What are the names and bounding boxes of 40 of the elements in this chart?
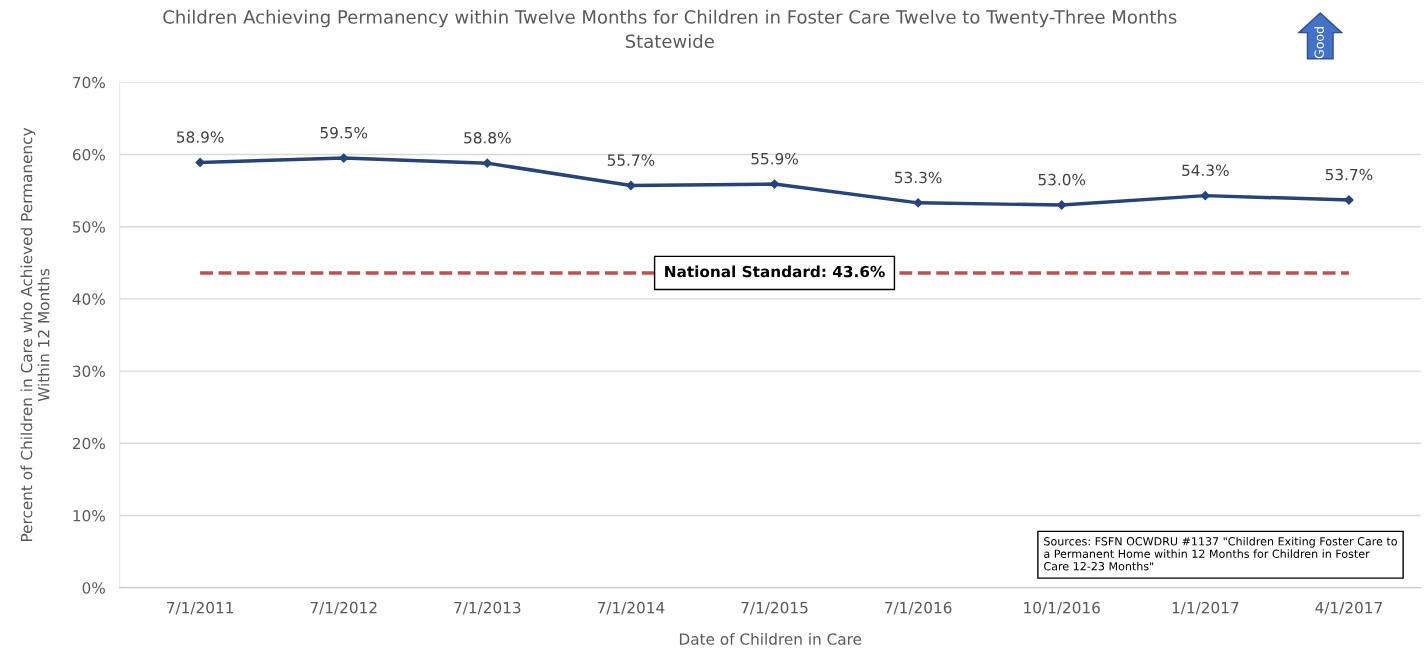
x-tick-label: 1/1/2017 — [1172, 601, 1239, 615]
chart-title: Children Achieving Permanency within Twelve Months for Children in Foster Care Twelve to Twenty-Three Months Statewide — [163, 9, 1177, 49]
x-tick-label: 4/1/2017 — [1315, 601, 1382, 615]
data-label: 58.8% — [464, 131, 511, 144]
x-tick-label: 7/1/2013 — [454, 601, 521, 615]
y-tick-label: 20% — [72, 437, 105, 450]
x-tick-label: 7/1/2011 — [167, 601, 234, 615]
point — [913, 198, 923, 208]
y-tick-label: 10% — [73, 509, 105, 522]
x-axis-title: Date of Children in Care — [679, 633, 862, 645]
data-label: 55.9% — [751, 152, 798, 165]
annotation: Sources: FSFN OCWDRU #1137 "Children Exiting Foster Care to a Permanent Home within 12 Months for Children in Foster Care 12-23 Months" — [1044, 536, 1397, 571]
data-label: 59.5% — [320, 126, 368, 139]
point — [1200, 191, 1210, 201]
data-label: 53.0% — [1038, 173, 1086, 186]
data-label: 58.9% — [177, 131, 224, 143]
y-tick-label: 30% — [73, 365, 105, 378]
point — [626, 180, 636, 191]
y-tick-label: 0% — [82, 582, 105, 594]
y-tick-label: 40% — [72, 293, 105, 305]
data-label: 53.7% — [1325, 168, 1373, 181]
x-tick-label: 7/1/2014 — [597, 601, 665, 615]
point — [195, 157, 205, 168]
point — [339, 153, 349, 163]
x-tick-label: 7/1/2016 — [885, 601, 952, 615]
y-tick-label: 50% — [73, 221, 105, 233]
data-label: 53.3% — [895, 171, 942, 184]
point — [1057, 200, 1067, 210]
y-tick-label: 70% — [73, 76, 105, 89]
point — [1344, 195, 1354, 205]
ref-line-label: National Standard: 43.6% — [665, 265, 885, 278]
y-tick-label: 60% — [72, 148, 105, 161]
x-tick-label: 7/1/2012 — [310, 601, 377, 615]
point — [482, 158, 492, 168]
text: Good — [1314, 27, 1324, 59]
data-label: 55.7% — [607, 154, 655, 166]
x-tick-label: 7/1/2015 — [741, 601, 808, 615]
y-axis-title: Percent of Children in Care who Achieved Permanency Within 12 Months — [20, 127, 50, 542]
x-tick-label: 10/1/2016 — [1024, 601, 1100, 615]
data-label: 54.3% — [1182, 164, 1229, 177]
